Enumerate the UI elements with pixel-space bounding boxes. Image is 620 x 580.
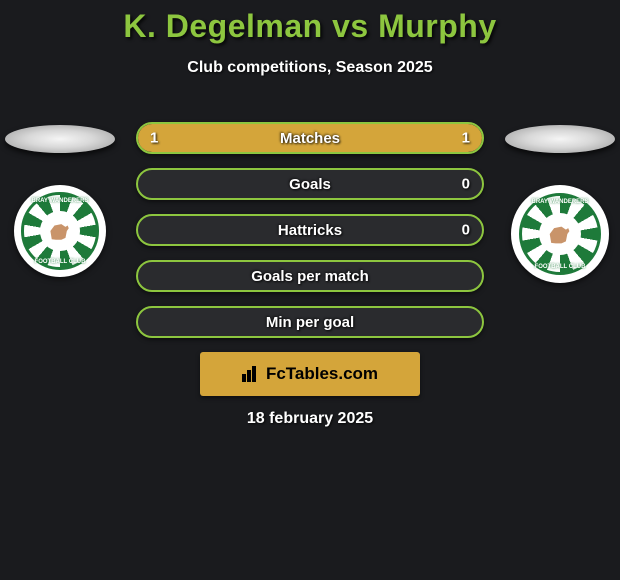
comparison-subtitle: Club competitions, Season 2025 [0, 59, 620, 77]
footer-date: 18 february 2025 [0, 410, 620, 428]
crest-animal-icon [545, 219, 574, 248]
stat-label: Hattricks [278, 222, 342, 239]
player-left-crest: BRAY WANDERERS FOOTBALL CLUB [14, 185, 106, 277]
stat-value-left: 1 [150, 130, 158, 147]
crest-text-bottom: FOOTBALL CLUB [522, 264, 598, 270]
stat-label: Goals [289, 176, 331, 193]
crest-text-bottom: FOOTBALL CLUB [24, 259, 95, 265]
stat-label: Goals per match [251, 268, 369, 285]
stats-container: 1 Matches 1 Goals 0 Hattricks 0 Goals per match… [136, 122, 484, 352]
player-right-silhouette [505, 125, 615, 153]
stat-row: Goals per match [136, 260, 484, 292]
stat-row: 1 Matches 1 [136, 122, 484, 154]
stat-row: Goals 0 [136, 168, 484, 200]
crest-text-top: BRAY WANDERERS [24, 198, 95, 204]
comparison-title: K. Degelman vs Murphy [0, 0, 620, 45]
player-right-column: BRAY WANDERERS FOOTBALL CLUB [500, 125, 620, 283]
stat-value-right: 0 [462, 222, 470, 239]
player-left-silhouette [5, 125, 115, 153]
brand-box: FcTables.com [200, 352, 420, 396]
stat-label: Matches [280, 130, 340, 147]
brand-label: FcTables.com [242, 364, 378, 384]
player-left-column: BRAY WANDERERS FOOTBALL CLUB [0, 125, 120, 277]
crest-text-top: BRAY WANDERERS [522, 199, 598, 205]
stat-label: Min per goal [266, 314, 354, 331]
crest-badge-icon: BRAY WANDERERS FOOTBALL CLUB [519, 193, 601, 275]
stat-value-right: 1 [462, 130, 470, 147]
stat-row: Hattricks 0 [136, 214, 484, 246]
bar-chart-icon [242, 366, 262, 382]
brand-text: FcTables.com [266, 364, 378, 384]
stat-value-right: 0 [462, 176, 470, 193]
crest-badge-icon: BRAY WANDERERS FOOTBALL CLUB [21, 192, 98, 269]
stat-row: Min per goal [136, 306, 484, 338]
player-right-crest: BRAY WANDERERS FOOTBALL CLUB [511, 185, 609, 283]
crest-animal-icon [46, 217, 73, 244]
